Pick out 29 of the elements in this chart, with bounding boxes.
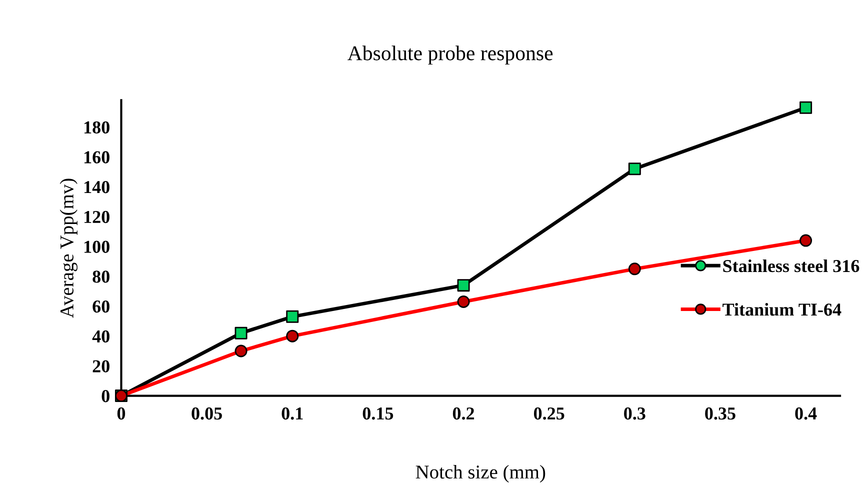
- chart-title: Absolute probe response: [348, 46, 553, 65]
- y-tick-label: 20: [92, 360, 110, 372]
- x-tick-label: 0.1: [282, 407, 303, 420]
- x-axis-title: Notch size (mm): [416, 464, 546, 483]
- legend-label: Stainless steel 316: [723, 259, 860, 272]
- x-tick-label: 0.15: [362, 407, 394, 420]
- y-tick-label: 180: [84, 121, 110, 134]
- point: [234, 326, 248, 340]
- point: [800, 101, 812, 114]
- y-tick-label: 80: [92, 270, 110, 283]
- y-tick-label: 60: [92, 300, 110, 313]
- y-tick-label: 120: [84, 210, 110, 224]
- point: [286, 310, 299, 323]
- x-tick-label: 0.35: [705, 407, 736, 420]
- y-tick-label: 40: [92, 330, 110, 343]
- y-tick-label: 100: [84, 240, 110, 253]
- x-tick-label: 0.3: [624, 407, 646, 420]
- point: [457, 279, 470, 292]
- x-tick-label: 0.4: [795, 407, 817, 420]
- x-tick-label: 0.05: [192, 407, 222, 420]
- y-tick-label: 0: [102, 390, 110, 402]
- x-tick-label: 0: [117, 407, 126, 420]
- y-tick-label: 140: [84, 181, 110, 194]
- x-tick-label: 0.25: [534, 407, 564, 420]
- x-tick-label: 0.2: [452, 407, 474, 420]
- point: [628, 162, 641, 176]
- y-axis-title: Average Vpp(mv): [60, 178, 78, 318]
- legend-label: Titanium TI-64: [722, 303, 842, 316]
- y-tick-label: 160: [84, 151, 110, 164]
